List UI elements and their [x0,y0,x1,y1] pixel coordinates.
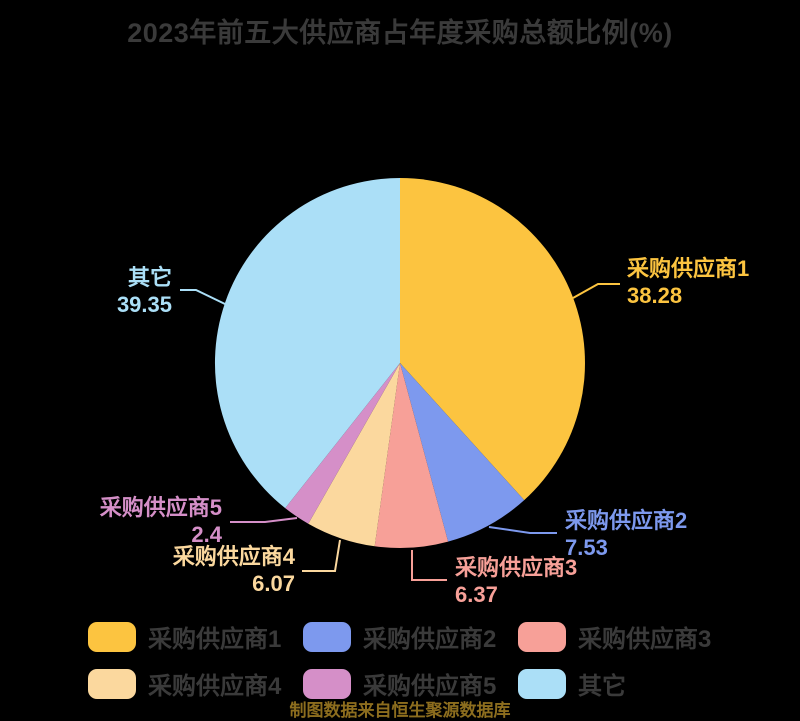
pie-label-name-4: 采购供应商5 [100,495,222,520]
legend-item-3[interactable]: 采购供应商4 [88,660,303,707]
legend-swatch-icon [88,621,136,652]
legend-item-label: 采购供应商4 [148,673,282,700]
pie-label-line-4 [230,517,298,523]
pie-label-name-3: 采购供应商4 [173,544,296,569]
pie-label-name-0: 采购供应商1 [627,256,749,281]
legend-item-label: 采购供应商2 [363,626,497,653]
legend-item-0[interactable]: 采购供应商1 [88,613,303,660]
legend-item-4[interactable]: 采购供应商5 [303,660,518,707]
legend-swatch-icon [518,621,566,652]
pie-label-value-3: 6.07 [252,571,295,596]
pie-label-line-5 [180,289,226,305]
legend-item-label: 采购供应商1 [148,626,282,653]
pie-slice-1[interactable] [400,363,525,542]
legend-swatch-icon [303,668,351,699]
legend-item-label: 采购供应商5 [363,673,497,700]
pie-slice-4[interactable] [285,363,400,524]
pie-slice-5[interactable] [214,178,400,509]
legend-item-1[interactable]: 采购供应商2 [303,613,518,660]
legend-item-label: 采购供应商3 [578,626,712,653]
chart-footer-source-note: 制图数据来自恒生聚源数据库 [289,701,511,720]
legend-item-2[interactable]: 采购供应商3 [518,613,733,660]
pie-label-value-0: 38.28 [627,283,682,308]
pie-label-name-2: 采购供应商3 [455,555,577,580]
pie-slice-3[interactable] [308,363,400,547]
pie-label-value-4: 2.4 [191,522,222,547]
pie-slice-0[interactable] [400,178,585,501]
pie-label-line-1 [488,526,557,534]
chart-title: 2023年前五大供应商占年度采购总额比例(%) [127,18,673,48]
pie-label-line-2 [411,550,447,581]
legend: 采购供应商1 采购供应商2 采购供应商3 采购供应商4 采购供应商5 其它 [88,613,748,707]
legend-swatch-icon [518,668,566,699]
pie-label-value-5: 39.35 [117,292,172,317]
legend-item-label: 其它 [578,673,626,700]
pie-label-name-5: 其它 [128,265,172,290]
legend-swatch-icon [303,621,351,652]
pie-label-line-3 [302,539,341,572]
pie-label-value-1: 7.53 [565,535,608,560]
pie-label-line-0 [572,283,620,299]
pie-label-value-2: 6.37 [455,582,498,607]
legend-swatch-icon [88,668,136,699]
pie-label-name-1: 采购供应商2 [565,508,687,533]
pie-slice-2[interactable] [374,363,449,549]
legend-item-5[interactable]: 其它 [518,660,733,707]
